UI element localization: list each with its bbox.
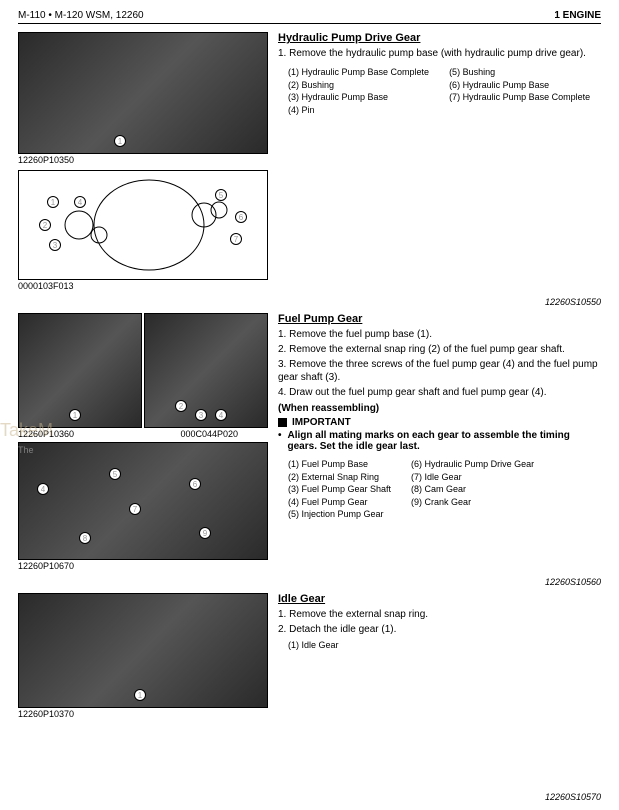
step: 1. Remove the fuel pump base (1). <box>278 328 601 341</box>
part-item: (2) External Snap Ring <box>288 471 391 484</box>
part-item: (3) Fuel Pump Gear Shaft <box>288 483 391 496</box>
figure-3a-label: 12260P10360 <box>18 429 74 439</box>
section-2-parts: (1) Fuel Pump Base (2) External Snap Rin… <box>288 458 601 521</box>
callout-3: 3 <box>49 239 61 251</box>
page-header: M-110 • M-120 WSM, 12260 1 ENGINE <box>18 10 601 24</box>
figure-3a: 1 <box>18 313 142 428</box>
step: 1. Remove the external snap ring. <box>278 608 601 621</box>
diagram-icon <box>19 170 267 280</box>
step: 2. Remove the external snap ring (2) of … <box>278 343 601 356</box>
callout-1: 1 <box>114 135 126 147</box>
section-3-steps: 1. Remove the external snap ring. 2. Det… <box>278 608 601 636</box>
part-item: (8) Cam Gear <box>411 483 534 496</box>
part-item: (7) Hydraulic Pump Base Complete <box>449 91 590 104</box>
callout-1: 1 <box>47 196 59 208</box>
reassembly-label: (When reassembling) <box>278 403 601 414</box>
part-item: (1) Idle Gear <box>288 640 601 650</box>
figure-5: 1 <box>18 593 268 708</box>
figure-2: 1 2 3 4 5 6 7 <box>18 170 268 280</box>
part-item: (5) Injection Pump Gear <box>288 508 391 521</box>
figure-4-label: 12260P10670 <box>18 561 268 571</box>
section-idle-gear: 1 12260P10370 Idle Gear 1. Remove the ex… <box>18 593 601 719</box>
section-2-steps: 1. Remove the fuel pump base (1). 2. Rem… <box>278 328 601 399</box>
callout-7: 7 <box>230 233 242 245</box>
header-left: M-110 • M-120 WSM, 12260 <box>18 10 144 21</box>
bullet-icon: • <box>278 430 282 452</box>
header-right: 1 ENGINE <box>554 10 601 21</box>
part-item: (5) Bushing <box>449 66 590 79</box>
callout-1: 1 <box>134 689 146 701</box>
callout-2: 2 <box>175 400 187 412</box>
section-2-ref: 12260S10560 <box>18 577 601 587</box>
important-bullet: • Align all mating marks on each gear to… <box>278 430 601 452</box>
figure-4: 4 5 6 7 8 9 <box>18 442 268 560</box>
part-item: (1) Hydraulic Pump Base Complete <box>288 66 429 79</box>
part-item: (4) Pin <box>288 104 429 117</box>
callout-5: 5 <box>109 468 121 480</box>
bullet-text: Align all mating marks on each gear to a… <box>288 430 601 452</box>
step: 4. Draw out the fuel pump gear shaft and… <box>278 386 601 399</box>
important-icon <box>278 418 287 427</box>
callout-6: 6 <box>235 211 247 223</box>
figure-5-label: 12260P10370 <box>18 709 268 719</box>
callout-4: 4 <box>215 409 227 421</box>
part-item: (1) Fuel Pump Base <box>288 458 391 471</box>
callout-1: 1 <box>69 409 81 421</box>
callout-4: 4 <box>37 483 49 495</box>
section-3-parts: (1) Idle Gear <box>288 640 601 650</box>
figure-3b: 2 3 4 <box>144 313 268 428</box>
section-2-title: Fuel Pump Gear <box>278 313 601 325</box>
callout-7: 7 <box>129 503 141 515</box>
section-1-ref: 12260S10550 <box>18 297 601 307</box>
footer-ref: 12260S10570 <box>545 792 601 802</box>
callout-9: 9 <box>199 527 211 539</box>
figure-3b-label: 000C044P020 <box>180 429 238 439</box>
section-fuel-pump: 1 2 3 4 12260P10360 000C044P020 4 5 6 7 … <box>18 313 601 571</box>
part-item: (6) Hydraulic Pump Drive Gear <box>411 458 534 471</box>
section-1-title: Hydraulic Pump Drive Gear <box>278 32 601 44</box>
important-row: IMPORTANT <box>278 417 601 428</box>
callout-3: 3 <box>195 409 207 421</box>
section-hydraulic-pump: 1 12260P10350 1 2 3 4 5 6 7 0000103F013 … <box>18 32 601 291</box>
callout-4: 4 <box>74 196 86 208</box>
part-item: (4) Fuel Pump Gear <box>288 496 391 509</box>
section-3-title: Idle Gear <box>278 593 601 605</box>
part-item: (3) Hydraulic Pump Base <box>288 91 429 104</box>
step: 2. Detach the idle gear (1). <box>278 623 601 636</box>
part-item: (2) Bushing <box>288 79 429 92</box>
part-item: (6) Hydraulic Pump Base <box>449 79 590 92</box>
callout-6: 6 <box>189 478 201 490</box>
callout-2: 2 <box>39 219 51 231</box>
important-label: IMPORTANT <box>292 417 351 428</box>
section-1-steps: 1. Remove the hydraulic pump base (with … <box>278 47 601 60</box>
callout-8: 8 <box>79 532 91 544</box>
section-1-parts: (1) Hydraulic Pump Base Complete (2) Bus… <box>288 66 601 116</box>
figure-1-label: 12260P10350 <box>18 155 268 165</box>
figure-2-label: 0000103F013 <box>18 281 268 291</box>
callout-5: 5 <box>215 189 227 201</box>
part-item: (7) Idle Gear <box>411 471 534 484</box>
step: 1. Remove the hydraulic pump base (with … <box>278 47 601 60</box>
figure-1: 1 <box>18 32 268 154</box>
step: 3. Remove the three screws of the fuel p… <box>278 358 601 384</box>
part-item: (9) Crank Gear <box>411 496 534 509</box>
